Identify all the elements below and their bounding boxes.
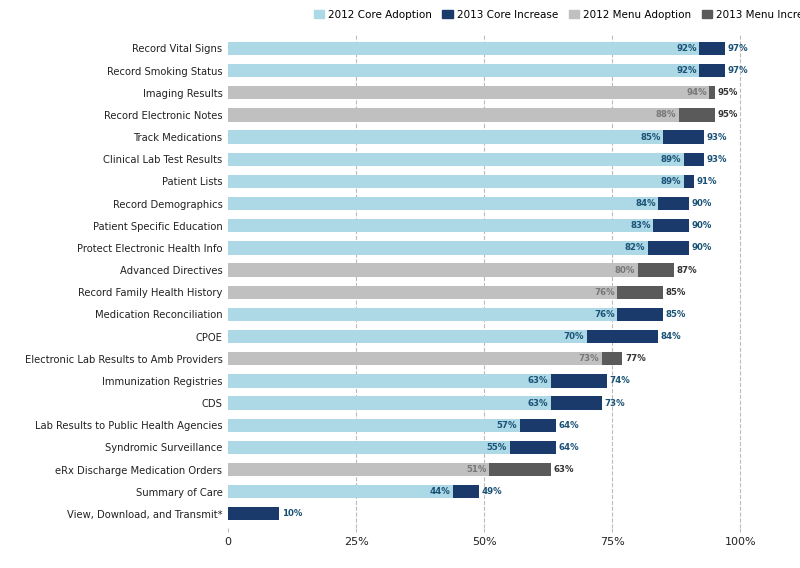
Text: 85%: 85% (666, 310, 686, 319)
Bar (228, 308, 618, 321)
Bar (228, 153, 684, 166)
Bar (228, 507, 279, 520)
Text: 85%: 85% (640, 132, 661, 141)
Bar (520, 419, 556, 432)
Text: 74%: 74% (610, 377, 630, 385)
Text: 73%: 73% (578, 354, 599, 363)
Text: 93%: 93% (707, 155, 727, 164)
Bar (228, 86, 710, 99)
Bar (699, 42, 725, 55)
Text: 92%: 92% (676, 44, 697, 53)
Bar (228, 485, 454, 498)
Bar (663, 131, 704, 144)
Bar (638, 264, 674, 277)
Text: 82%: 82% (625, 244, 646, 252)
Text: 89%: 89% (661, 177, 682, 186)
Text: 76%: 76% (594, 310, 614, 319)
Text: 76%: 76% (594, 288, 614, 296)
Bar (228, 286, 618, 299)
Text: 88%: 88% (656, 110, 676, 119)
Bar (228, 264, 638, 277)
Bar (228, 441, 510, 454)
Bar (648, 241, 689, 254)
Bar (586, 330, 658, 343)
Bar (228, 419, 520, 432)
Bar (228, 396, 550, 410)
Text: 63%: 63% (527, 377, 548, 385)
Bar (653, 219, 689, 232)
Text: 44%: 44% (430, 487, 450, 496)
Text: 10%: 10% (282, 509, 302, 519)
Text: 73%: 73% (605, 399, 625, 407)
Text: 51%: 51% (466, 465, 486, 474)
Text: 90%: 90% (691, 199, 712, 208)
Bar (228, 241, 648, 254)
Bar (489, 463, 550, 476)
Text: 97%: 97% (727, 66, 748, 75)
Text: 84%: 84% (635, 199, 656, 208)
Text: 63%: 63% (527, 399, 548, 407)
Text: 95%: 95% (717, 110, 738, 119)
Bar (228, 42, 699, 55)
Text: 95%: 95% (717, 88, 738, 97)
Text: 94%: 94% (686, 88, 707, 97)
Bar (550, 374, 607, 387)
Text: 49%: 49% (482, 487, 502, 496)
Bar (228, 175, 684, 188)
Bar (228, 330, 586, 343)
Text: 80%: 80% (614, 266, 635, 274)
Bar (454, 485, 479, 498)
Text: 57%: 57% (497, 421, 518, 430)
Text: 64%: 64% (558, 443, 579, 452)
Text: 97%: 97% (727, 44, 748, 53)
Text: 90%: 90% (691, 244, 712, 252)
Text: 90%: 90% (691, 222, 712, 230)
Bar (228, 352, 602, 365)
Text: 91%: 91% (697, 177, 717, 186)
Bar (699, 64, 725, 77)
Bar (602, 352, 622, 365)
Bar (510, 441, 556, 454)
Text: 84%: 84% (661, 332, 682, 341)
Bar (658, 197, 689, 210)
Text: 87%: 87% (676, 266, 697, 274)
Text: 89%: 89% (661, 155, 682, 164)
Text: 55%: 55% (487, 443, 507, 452)
Text: 77%: 77% (625, 354, 646, 363)
Bar (618, 286, 663, 299)
Text: 93%: 93% (707, 132, 727, 141)
Bar (228, 507, 279, 520)
Text: 70%: 70% (563, 332, 584, 341)
Legend: 2012 Core Adoption, 2013 Core Increase, 2012 Menu Adoption, 2013 Menu Increase: 2012 Core Adoption, 2013 Core Increase, … (310, 6, 800, 24)
Bar (678, 108, 714, 122)
Bar (710, 86, 714, 99)
Text: 92%: 92% (676, 66, 697, 75)
Text: 85%: 85% (666, 288, 686, 296)
Bar (550, 396, 602, 410)
Bar (228, 197, 658, 210)
Text: 63%: 63% (554, 465, 574, 474)
Bar (228, 131, 663, 144)
Text: 83%: 83% (630, 222, 650, 230)
Text: 64%: 64% (558, 421, 579, 430)
Bar (228, 374, 550, 387)
Bar (684, 153, 704, 166)
Bar (618, 308, 663, 321)
Bar (228, 463, 489, 476)
Bar (228, 219, 653, 232)
Bar (684, 175, 694, 188)
Bar (228, 64, 699, 77)
Bar (228, 108, 678, 122)
